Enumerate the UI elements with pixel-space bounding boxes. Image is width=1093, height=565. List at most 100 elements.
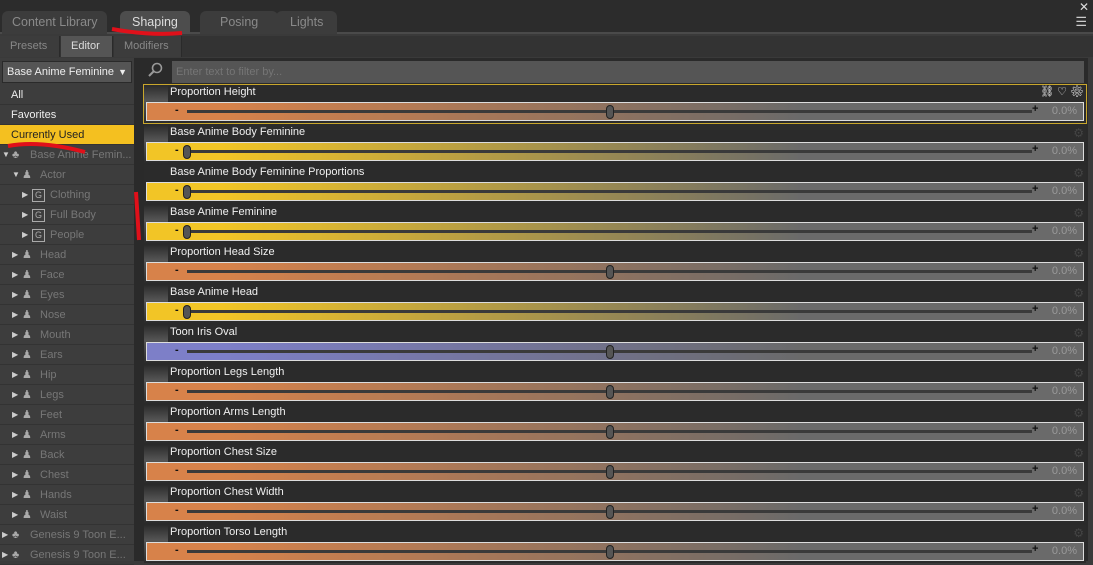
gear-icon[interactable]: ⚙ <box>1073 286 1084 300</box>
increment-button[interactable]: + <box>1032 103 1039 115</box>
slider-knob[interactable] <box>183 145 191 159</box>
slider-knob[interactable] <box>605 545 614 559</box>
slider-value[interactable]: 0.0% <box>1051 305 1077 317</box>
decrement-button[interactable]: - <box>175 424 179 436</box>
slider-track[interactable] <box>187 310 1032 313</box>
collapsed-arrow-icon[interactable]: ▶ <box>12 270 19 279</box>
slider-row[interactable]: Proportion Legs Length ⚙ - + 0.0% <box>144 365 1086 403</box>
increment-button[interactable]: + <box>1032 543 1039 555</box>
decrement-button[interactable]: - <box>175 544 179 556</box>
search-icon[interactable] <box>148 62 164 78</box>
tab-lights[interactable]: Lights <box>276 11 338 34</box>
gear-icon[interactable]: ⚙ <box>1073 486 1084 500</box>
gear-icon[interactable]: ⚙ <box>1073 366 1084 380</box>
decrement-button[interactable]: - <box>175 384 179 396</box>
decrement-button[interactable]: - <box>175 144 179 156</box>
slider-value[interactable]: 0.0% <box>1051 145 1077 157</box>
collapsed-arrow-icon[interactable]: ▶ <box>12 370 19 379</box>
pane-menu-icon[interactable]: ☰ <box>1075 14 1087 29</box>
collapsed-arrow-icon[interactable]: ▶ <box>12 470 19 479</box>
tab-shaping[interactable]: Shaping <box>120 11 190 34</box>
slider-value[interactable]: 0.0% <box>1051 505 1077 517</box>
slider-knob[interactable] <box>605 505 614 519</box>
decrement-button[interactable]: - <box>175 344 179 356</box>
tree-item[interactable]: ▶ ♟ Eyes <box>0 285 134 305</box>
slider-track[interactable] <box>187 230 1032 233</box>
tree-item[interactable]: ▶ G People <box>0 225 134 245</box>
gear-icon[interactable]: ⚙ <box>1073 406 1084 420</box>
slider-value[interactable]: 0.0% <box>1051 425 1077 437</box>
slider-value[interactable]: 0.0% <box>1051 385 1077 397</box>
tree-item[interactable]: All <box>0 85 134 105</box>
row-action-icons[interactable]: ⛓ ♡ ⚙ <box>1040 85 1084 98</box>
category-scrollbar[interactable] <box>134 58 142 561</box>
slider-value[interactable]: 0.0% <box>1051 465 1077 477</box>
slider-row[interactable]: Toon Iris Oval ⚙ - + 0.0% <box>144 325 1086 363</box>
decrement-button[interactable]: - <box>175 224 179 236</box>
tree-item[interactable]: ▼ ♟ Actor <box>0 165 134 185</box>
tab-presets[interactable]: Presets <box>0 36 60 57</box>
slider-value[interactable]: 0.0% <box>1051 345 1077 357</box>
slider-row[interactable]: Proportion Chest Size ⚙ - + 0.0% <box>144 445 1086 483</box>
slider-track[interactable] <box>187 190 1032 193</box>
increment-button[interactable]: + <box>1032 343 1039 355</box>
filter-input[interactable] <box>172 61 1084 83</box>
slider-knob[interactable] <box>183 225 191 239</box>
gear-icon[interactable]: ⚙ <box>1073 526 1084 540</box>
increment-button[interactable]: + <box>1032 383 1039 395</box>
gear-icon[interactable]: ⚙ <box>1073 326 1084 340</box>
tree-item[interactable]: ▼ ♣ Base Anime Femin... <box>0 145 134 165</box>
tab-content-library[interactable]: Content Library <box>2 11 108 34</box>
expanded-arrow-icon[interactable]: ▼ <box>2 150 10 159</box>
slider-row[interactable]: Proportion Head Size ⚙ - + 0.0% <box>144 245 1086 283</box>
slider-bar[interactable]: - + 0.0% <box>146 102 1084 121</box>
slider-row[interactable]: Base Anime Body Feminine Proportions ⚙ -… <box>144 165 1086 203</box>
collapsed-arrow-icon[interactable]: ▶ <box>12 450 19 459</box>
increment-button[interactable]: + <box>1032 223 1039 235</box>
slider-row[interactable]: Proportion Height ⛓ ♡ ⚙ - + 0.0% <box>143 84 1087 124</box>
figure-dropdown[interactable]: Base Anime Feminine ▼ <box>2 61 132 83</box>
slider-bar[interactable]: - + 0.0% <box>146 502 1084 521</box>
close-icon[interactable]: ✕ <box>1078 0 1089 14</box>
collapsed-arrow-icon[interactable]: ▶ <box>2 550 9 559</box>
decrement-button[interactable]: - <box>175 104 179 116</box>
tree-item[interactable]: ▶ ♟ Hands <box>0 485 134 505</box>
gear-icon[interactable]: ⚙ <box>1073 446 1084 460</box>
tree-item[interactable]: ▶ ♟ Face <box>0 265 134 285</box>
slider-row[interactable]: Proportion Arms Length ⚙ - + 0.0% <box>144 405 1086 443</box>
tree-item[interactable]: ▶ ♟ Hip <box>0 365 134 385</box>
slider-row[interactable]: Proportion Chest Width ⚙ - + 0.0% <box>144 485 1086 523</box>
tree-item[interactable]: Favorites <box>0 105 134 125</box>
slider-bar[interactable]: - + 0.0% <box>146 382 1084 401</box>
collapsed-arrow-icon[interactable]: ▶ <box>12 250 19 259</box>
collapsed-arrow-icon[interactable]: ▶ <box>22 230 29 239</box>
collapsed-arrow-icon[interactable]: ▶ <box>22 190 29 199</box>
collapsed-arrow-icon[interactable]: ▶ <box>12 490 19 499</box>
slider-bar[interactable]: - + 0.0% <box>146 462 1084 481</box>
slider-bar[interactable]: - + 0.0% <box>146 142 1084 161</box>
slider-row[interactable]: Base Anime Head ⚙ - + 0.0% <box>144 285 1086 323</box>
increment-button[interactable]: + <box>1032 423 1039 435</box>
tab-editor[interactable]: Editor <box>61 36 113 57</box>
collapsed-arrow-icon[interactable]: ▶ <box>12 290 19 299</box>
slider-bar[interactable]: - + 0.0% <box>146 182 1084 201</box>
tree-item[interactable]: ▶ G Clothing <box>0 185 134 205</box>
slider-bar[interactable]: - + 0.0% <box>146 222 1084 241</box>
increment-button[interactable]: + <box>1032 303 1039 315</box>
tree-item[interactable]: ▶ ♣ Genesis 9 Toon E... <box>0 545 134 565</box>
increment-button[interactable]: + <box>1032 183 1039 195</box>
collapsed-arrow-icon[interactable]: ▶ <box>12 410 19 419</box>
tree-item[interactable]: ▶ ♟ Nose <box>0 305 134 325</box>
collapsed-arrow-icon[interactable]: ▶ <box>12 350 19 359</box>
expanded-arrow-icon[interactable]: ▼ <box>12 170 20 179</box>
increment-button[interactable]: + <box>1032 263 1039 275</box>
increment-button[interactable]: + <box>1032 503 1039 515</box>
gear-icon[interactable]: ⚙ <box>1073 206 1084 220</box>
increment-button[interactable]: + <box>1032 463 1039 475</box>
tree-item[interactable]: ▶ ♟ Waist <box>0 505 134 525</box>
slider-row[interactable]: Base Anime Body Feminine ⚙ - + 0.0% <box>144 125 1086 163</box>
slider-bar[interactable]: - + 0.0% <box>146 422 1084 441</box>
slider-row[interactable]: Base Anime Feminine ⚙ - + 0.0% <box>144 205 1086 243</box>
slider-knob[interactable] <box>605 385 614 399</box>
decrement-button[interactable]: - <box>175 464 179 476</box>
